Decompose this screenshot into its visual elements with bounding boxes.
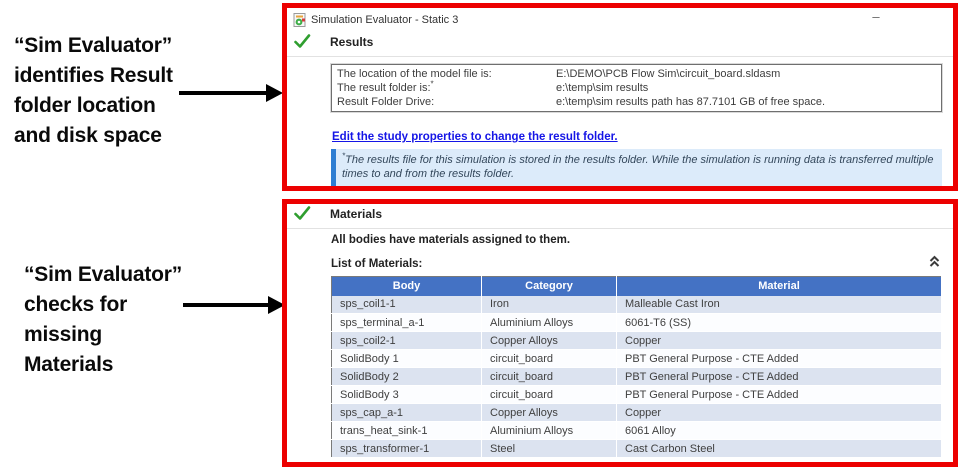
- results-section-title: Results: [330, 35, 374, 49]
- table-row: sps_transformer-1 Steel Cast Carbon Stee…: [331, 439, 942, 458]
- materials-status-text: All bodies have materials assigned to th…: [331, 234, 571, 246]
- materials-section-header: Materials: [287, 204, 953, 229]
- cell-material: PBT General Purpose - CTE Added: [616, 385, 942, 404]
- cell-body: trans_heat_sink-1: [331, 421, 482, 440]
- cell-material: Copper: [616, 403, 942, 422]
- materials-highlight-box: Materials All bodies have materials assi…: [282, 199, 958, 467]
- collapse-chevron-double-up-icon[interactable]: [928, 254, 941, 274]
- info-value: e:\temp\sim results path has 87.7101 GB …: [556, 96, 826, 108]
- cell-body: sps_cap_a-1: [331, 403, 482, 422]
- callout-results-annotation: “Sim Evaluator” identifies Result folder…: [14, 31, 173, 151]
- cell-body: sps_coil2-1: [331, 331, 482, 350]
- cell-category: Copper Alloys: [481, 403, 617, 422]
- cell-body: SolidBody 1: [331, 349, 482, 368]
- callout-line: and disk space: [14, 124, 162, 147]
- list-of-materials-label: List of Materials:: [331, 258, 423, 270]
- info-value: e:\temp\sim results: [556, 82, 649, 94]
- table-row: SolidBody 2 circuit_board PBT General Pu…: [331, 367, 942, 386]
- column-header-category: Category: [481, 276, 617, 296]
- callout-line: “Sim Evaluator”: [24, 263, 183, 286]
- check-icon: [294, 206, 311, 226]
- arrow-to-results: [179, 91, 267, 95]
- info-label: The location of the model file is:: [337, 68, 492, 80]
- cell-body: sps_terminal_a-1: [331, 313, 482, 332]
- check-icon: [294, 34, 311, 54]
- info-label: The result folder is:: [337, 82, 431, 94]
- cell-body: sps_coil1-1: [331, 295, 482, 314]
- arrow-to-materials-head: [268, 296, 285, 314]
- cell-material: Malleable Cast Iron: [616, 295, 942, 314]
- cell-category: Iron: [481, 295, 617, 314]
- info-value: E:\DEMO\PCB Flow Sim\circuit_board.sldas…: [556, 68, 781, 80]
- window-title: Simulation Evaluator - Static 3: [311, 14, 459, 26]
- info-row-result-folder: The result folder is:* e:\temp\sim resul…: [332, 79, 941, 95]
- cell-body: SolidBody 2: [331, 367, 482, 386]
- info-label: Result Folder Drive:: [337, 96, 435, 108]
- result-location-info-box: The location of the model file is: E:\DE…: [330, 63, 943, 113]
- arrow-to-results-head: [266, 84, 283, 102]
- materials-table: Body Category Material sps_coil1-1 Iron …: [331, 276, 942, 458]
- callout-line: Materials: [24, 353, 114, 376]
- cell-material: 6061-T6 (SS): [616, 313, 942, 332]
- materials-section-title: Materials: [330, 207, 383, 221]
- cell-category: Aluminium Alloys: [481, 313, 617, 332]
- cell-material: PBT General Purpose - CTE Added: [616, 349, 942, 368]
- cell-material: PBT General Purpose - CTE Added: [616, 367, 942, 386]
- table-row: sps_coil1-1 Iron Malleable Cast Iron: [331, 295, 942, 314]
- results-highlight-box: Simulation Evaluator - Static 3 – Result…: [282, 3, 958, 191]
- window-titlebar: Simulation Evaluator - Static 3 –: [287, 8, 953, 32]
- cell-material: 6061 Alloy: [616, 421, 942, 440]
- note-accent-bar: [331, 149, 336, 186]
- cell-material: Copper: [616, 331, 942, 350]
- cell-category: Copper Alloys: [481, 331, 617, 350]
- footnote-marker: *: [430, 79, 434, 89]
- table-row: SolidBody 1 circuit_board PBT General Pu…: [331, 349, 942, 368]
- table-row: sps_terminal_a-1 Aluminium Alloys 6061-T…: [331, 313, 942, 332]
- edit-study-properties-link[interactable]: Edit the study properties to change the …: [332, 131, 618, 143]
- results-section-header: Results: [287, 32, 953, 57]
- callout-line: checks for: [24, 293, 128, 316]
- cell-category: circuit_board: [481, 349, 617, 368]
- footnote-marker: *: [342, 151, 346, 161]
- callout-line: missing: [24, 323, 102, 346]
- cell-material: Cast Carbon Steel: [616, 439, 942, 458]
- minimize-button[interactable]: –: [872, 9, 880, 24]
- table-row: SolidBody 3 circuit_board PBT General Pu…: [331, 385, 942, 404]
- results-footnote: *The results file for this simulation is…: [331, 149, 942, 186]
- cell-body: SolidBody 3: [331, 385, 482, 404]
- info-row-folder-drive: Result Folder Drive: e:\temp\sim results…: [332, 95, 941, 109]
- cell-category: Aluminium Alloys: [481, 421, 617, 440]
- callout-line: identifies Result: [14, 64, 173, 87]
- callout-line: “Sim Evaluator”: [14, 34, 173, 57]
- table-row: sps_cap_a-1 Copper Alloys Copper: [331, 403, 942, 422]
- column-header-body: Body: [331, 276, 482, 296]
- cell-category: circuit_board: [481, 385, 617, 404]
- cell-category: circuit_board: [481, 367, 617, 386]
- column-header-material: Material: [616, 276, 942, 296]
- callout-line: folder location: [14, 94, 156, 117]
- table-header-row: Body Category Material: [331, 276, 942, 296]
- simulation-evaluator-app-icon: [293, 13, 307, 32]
- info-row-model-file: The location of the model file is: E:\DE…: [332, 67, 941, 81]
- footnote-text: The results file for this simulation is …: [342, 154, 934, 180]
- cell-body: sps_transformer-1: [331, 439, 482, 458]
- arrow-to-materials: [183, 303, 269, 307]
- table-row: trans_heat_sink-1 Aluminium Alloys 6061 …: [331, 421, 942, 440]
- cell-category: Steel: [481, 439, 617, 458]
- table-row: sps_coil2-1 Copper Alloys Copper: [331, 331, 942, 350]
- callout-materials-annotation: “Sim Evaluator” checks for missing Mater…: [24, 260, 182, 380]
